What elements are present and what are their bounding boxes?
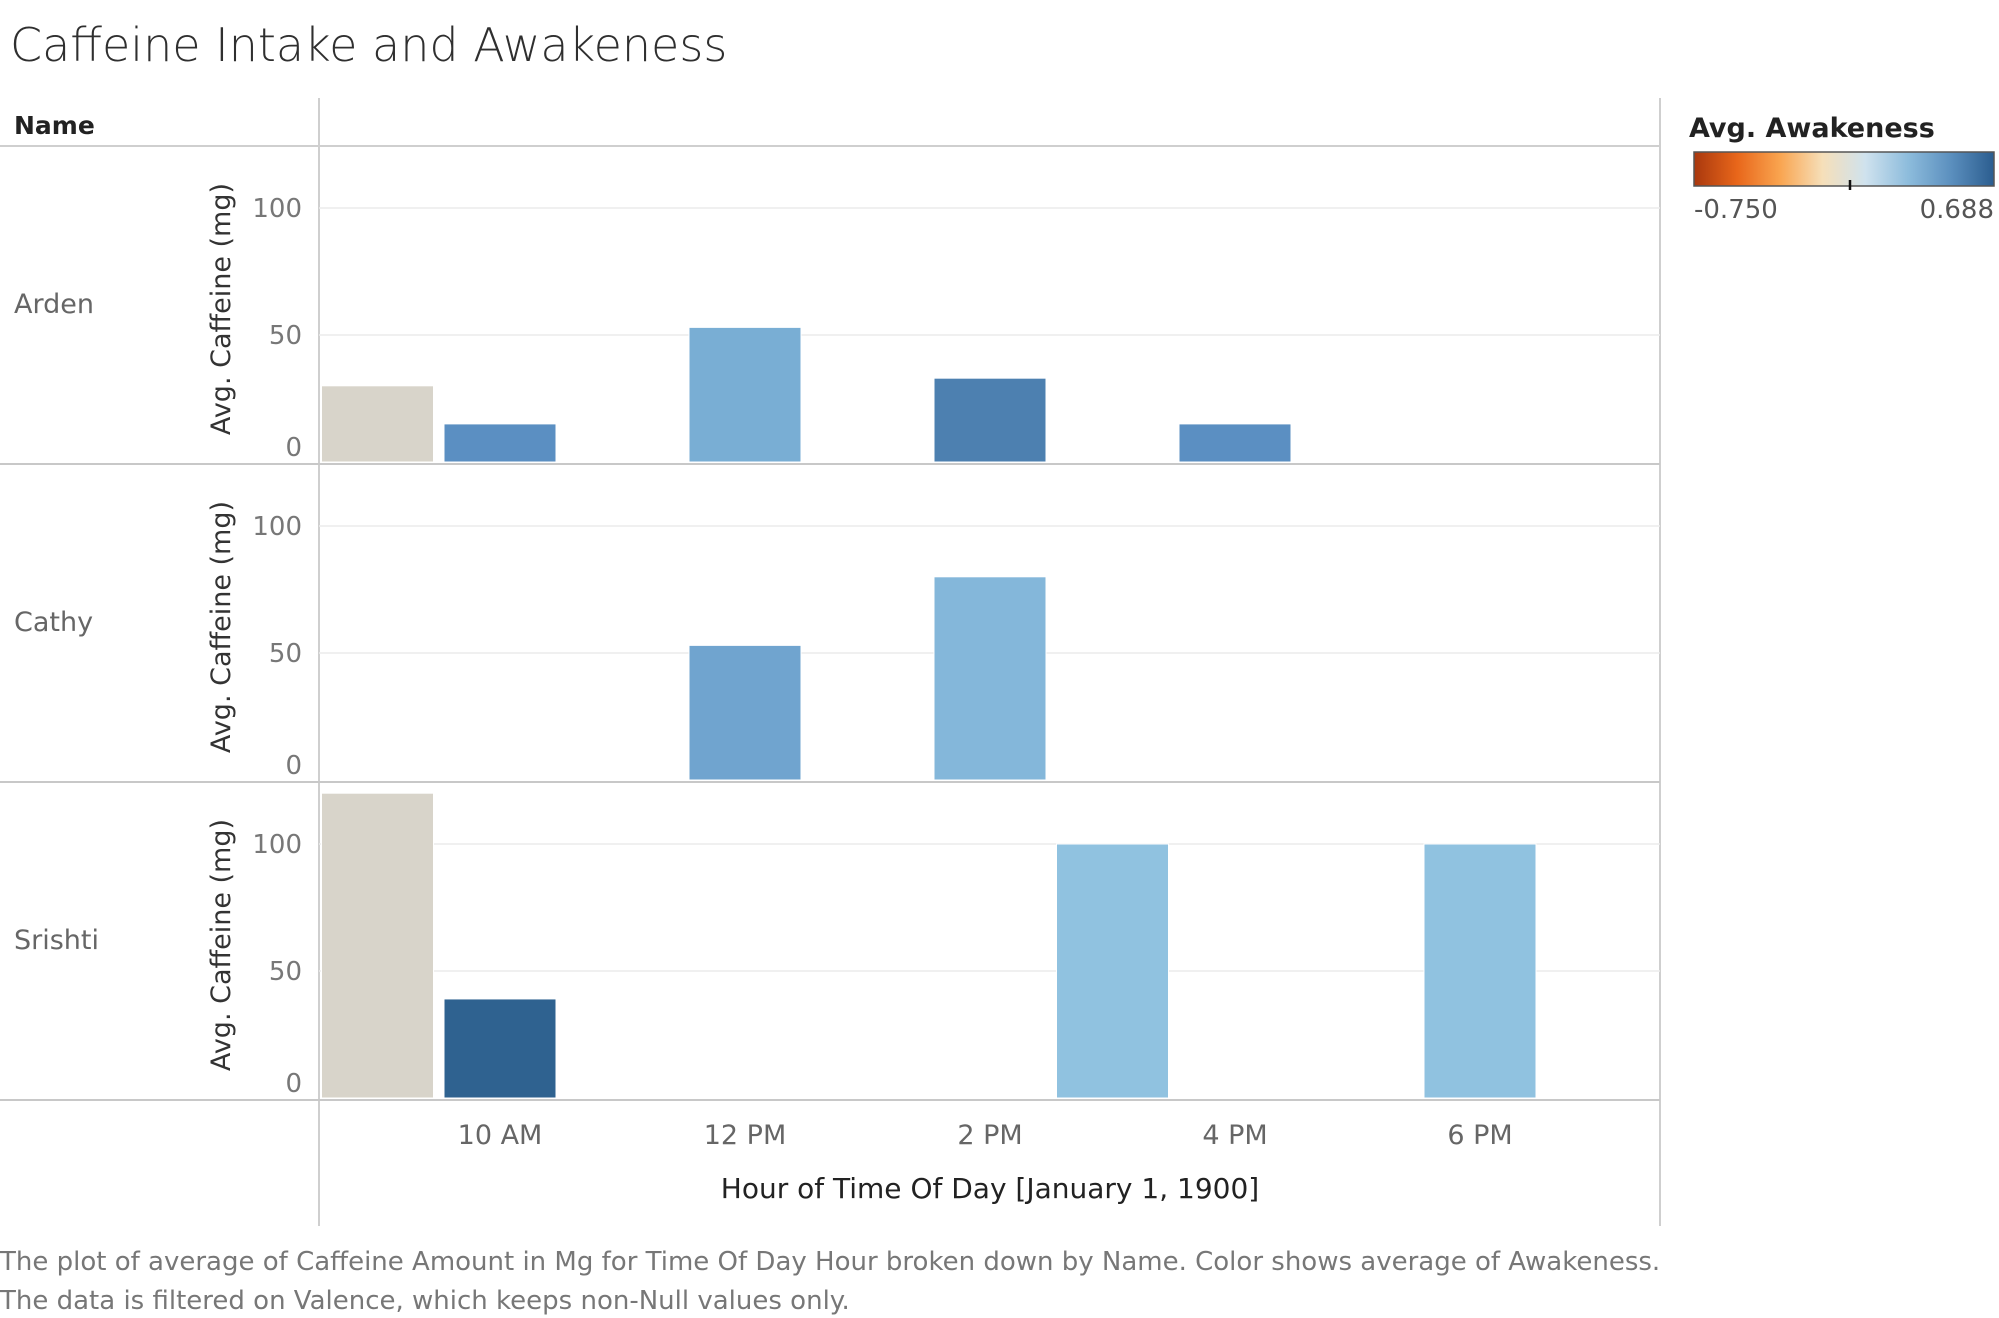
chart: Name 0 50 100 Arden Avg. Caffeine (mg) 0 50 100 C… (0, 98, 1995, 1226)
bar-arden-9am[interactable] (321, 385, 434, 463)
legend-min-label: -0.750 (1694, 195, 1778, 225)
caption-line-1: The plot of average of Caffeine Amount i… (0, 1247, 1661, 1277)
y-tick-label: 0 (285, 751, 302, 781)
legend-title: Avg. Awakeness (1689, 113, 1935, 144)
legend-max-label: 0.688 (1920, 195, 1994, 225)
row-label-srishti: Srishti (14, 925, 99, 956)
x-tick-label: 10 AM (458, 1120, 543, 1151)
y-tick-label: 100 (252, 194, 302, 224)
bar-srishti-9am[interactable] (321, 792, 434, 1099)
x-tick-label: 2 PM (957, 1120, 1022, 1151)
bar-arden-2pm[interactable] (933, 377, 1047, 463)
row-label-arden: Arden (14, 289, 94, 320)
bar-srishti-3pm[interactable] (1056, 843, 1169, 1099)
caption-line-2: The data is filtered on Valence, which k… (0, 1286, 850, 1316)
chart-title: Caffeine Intake and Awakeness (10, 18, 728, 72)
bar-cathy-12pm[interactable] (688, 644, 802, 781)
legend-color-ramp (1693, 151, 1995, 187)
bar-arden-10am[interactable] (443, 423, 557, 463)
row-label-cathy: Cathy (14, 607, 93, 638)
x-tick-label: 12 PM (704, 1120, 787, 1151)
x-tick-label: 4 PM (1202, 1120, 1267, 1151)
bar-srishti-10am[interactable] (443, 998, 557, 1099)
bar-arden-4pm[interactable] (1178, 423, 1292, 463)
bar-srishti-6pm[interactable] (1423, 843, 1537, 1099)
y-axis-title: Avg. Caffeine (mg) (206, 183, 237, 435)
y-tick-label: 100 (252, 512, 302, 542)
bar-cathy-2pm[interactable] (933, 576, 1047, 781)
x-axis-title: Hour of Time Of Day [January 1, 1900] (721, 1172, 1259, 1205)
bar-arden-12pm[interactable] (688, 326, 802, 463)
y-tick-label: 0 (285, 1069, 302, 1099)
y-tick-label: 50 (269, 957, 302, 987)
y-tick-label: 100 (252, 830, 302, 860)
y-tick-label: 0 (285, 433, 302, 463)
x-tick-label: 6 PM (1447, 1120, 1512, 1151)
y-tick-label: 50 (269, 321, 302, 351)
y-tick-label: 50 (269, 639, 302, 669)
y-axis-title: Avg. Caffeine (mg) (206, 819, 237, 1071)
y-axis-title: Avg. Caffeine (mg) (206, 501, 237, 753)
row-header: Name (14, 111, 95, 140)
